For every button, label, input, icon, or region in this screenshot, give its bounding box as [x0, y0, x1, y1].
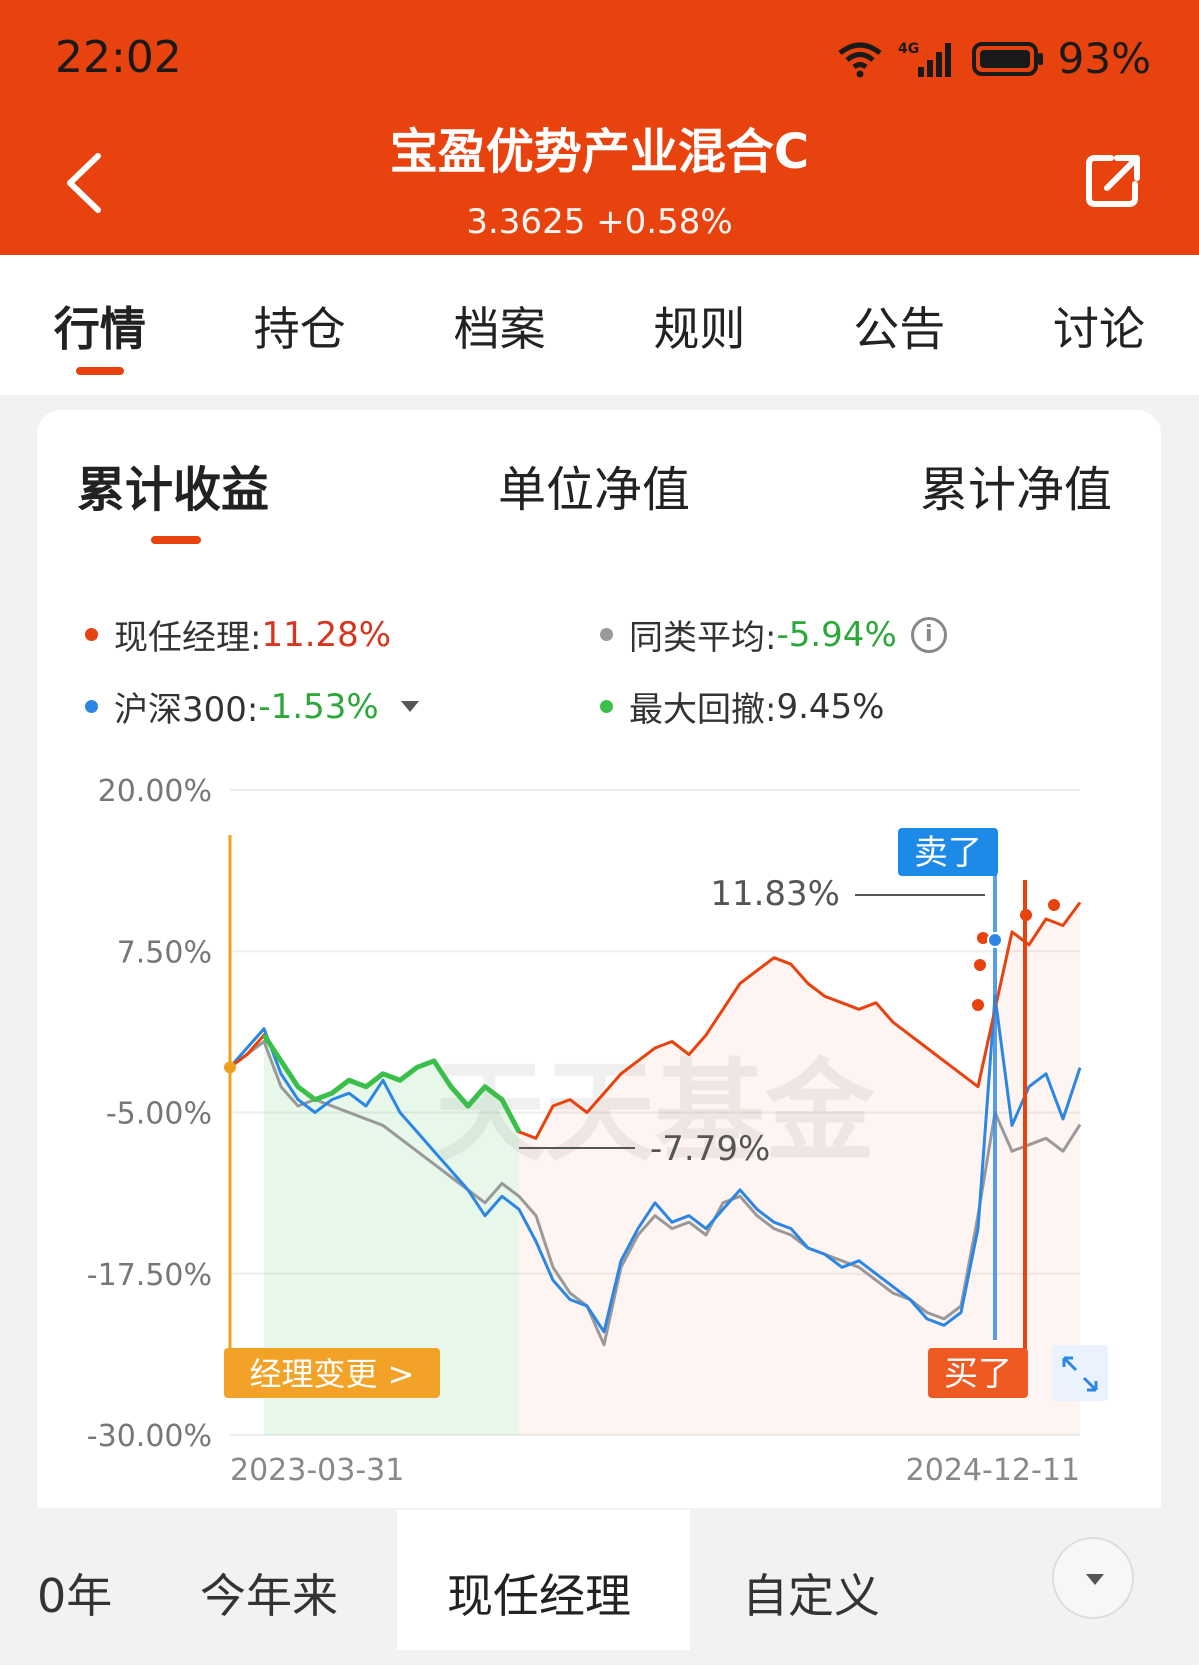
drawdown-line	[261, 1033, 522, 1134]
chart-card: 累计收益 单位净值 累计净值 现任经理: 11.28% 同类平均: -5.94%…	[37, 410, 1161, 1650]
period-years[interactable]: 0年	[37, 1569, 113, 1623]
trade-dot	[974, 959, 986, 971]
series-line-hs300	[228, 994, 1082, 1334]
legend-dot	[85, 628, 98, 641]
period-current-manager[interactable]: 现任经理	[447, 1569, 631, 1623]
legend-dot	[600, 700, 613, 713]
tab-announcements[interactable]: 公告	[853, 302, 946, 356]
app-header: 22:02 4G 93% 宝盈优势产业混合C 3.3625 +0.58%	[0, 0, 1199, 255]
chart-subtabs: 累计收益 单位净值 累计净值	[37, 450, 1161, 560]
y-tick-label: -30.00%	[87, 1419, 212, 1454]
svg-text:4G: 4G	[898, 41, 919, 57]
legend-peer-avg: 同类平均: -5.94% i	[600, 610, 947, 659]
peak-label: 11.83%	[710, 874, 840, 914]
signal-icon: 4G	[898, 41, 951, 77]
battery-percent: 93%	[1057, 34, 1151, 83]
legend-max-drawdown: 最大回撤: 9.45%	[600, 682, 884, 731]
legend-manager: 现任经理: 11.28%	[85, 610, 391, 659]
buy-badge-label: 买了	[944, 1354, 1012, 1394]
legend-maxdd-value: 9.45%	[776, 686, 885, 727]
expand-icon	[1052, 1345, 1108, 1401]
sell-badge-label: 卖了	[914, 833, 982, 873]
buy-badge	[928, 1348, 1028, 1398]
tab-market[interactable]: 行情	[0, 255, 200, 395]
legend-peer-value: -5.94%	[776, 614, 897, 655]
legend-manager-label: 现任经理:	[114, 618, 262, 658]
manager-change-badge	[224, 1348, 440, 1398]
sell-dot	[987, 932, 1003, 948]
legend-dot	[600, 628, 613, 641]
manager-area	[519, 902, 1080, 1435]
legend-dot	[85, 700, 98, 713]
main-tabs: 行情 持仓 档案 规则 公告 讨论	[0, 255, 1199, 395]
tab-holdings[interactable]: 持仓	[253, 302, 346, 356]
start-marker	[224, 1061, 236, 1074]
sell-badge	[898, 828, 998, 876]
battery-icon	[971, 41, 1043, 76]
status-time: 22:02	[55, 32, 182, 83]
benchmark-dropdown-icon[interactable]	[400, 701, 419, 712]
tab-rules[interactable]: 规则	[653, 302, 746, 356]
x-tick-label: 2024-12-11	[906, 1453, 1080, 1488]
trade-dot	[977, 932, 989, 944]
period-active-bg	[397, 1510, 690, 1650]
legend-peer-label: 同类平均:	[629, 618, 777, 658]
drawdown-area	[264, 1035, 519, 1435]
fund-nav-change: 3.3625 +0.58%	[466, 202, 733, 242]
legend-hs300[interactable]: 沪深300: -1.53%	[85, 682, 419, 731]
legend-maxdd-label: 最大回撤:	[629, 690, 777, 730]
legend-hs300-label: 沪深300:	[114, 690, 259, 730]
subtab-cumulative-return[interactable]: 累计收益	[77, 462, 270, 518]
expand-icon-glyph	[1062, 1356, 1098, 1392]
fund-title: 宝盈优势产业混合C	[389, 124, 810, 180]
y-tick-label: -17.50%	[87, 1258, 212, 1293]
trade-dot	[972, 999, 984, 1011]
y-tick-label: 20.00%	[98, 774, 212, 809]
subtab-indicator	[151, 536, 201, 544]
return-chart[interactable]: 20.00% 7.50% -5.00% -17.50% -30.00% 2023-03-3…	[0, 0, 1199, 1500]
legend-hs300-value: -1.53%	[258, 686, 379, 727]
series-line-peer-avg	[229, 1040, 1082, 1347]
period-custom[interactable]: 自定义	[742, 1569, 880, 1623]
subtab-unit-nav[interactable]: 单位净值	[498, 462, 691, 518]
tab-profile[interactable]: 档案	[453, 302, 546, 356]
y-tick-label: 7.50%	[117, 935, 212, 970]
info-icon[interactable]: i	[910, 616, 947, 653]
trough-label: -7.79%	[650, 1129, 770, 1169]
back-icon[interactable]	[60, 150, 110, 216]
period-dropdown-button[interactable]	[1052, 1537, 1134, 1619]
x-tick-label: 2023-03-31	[230, 1453, 404, 1488]
y-tick-label: -5.00%	[106, 1097, 212, 1132]
status-bar-icons: 4G 93%	[836, 34, 1151, 83]
share-icon[interactable]	[1083, 150, 1143, 210]
tab-discussion[interactable]: 讨论	[1053, 302, 1146, 356]
wifi-icon	[838, 42, 882, 77]
period-ytd[interactable]: 今年来	[200, 1569, 338, 1623]
trade-dot	[1020, 909, 1032, 921]
trade-dot	[1048, 899, 1060, 911]
manager-change-label: 经理变更 >	[250, 1355, 415, 1393]
legend-manager-value: 11.28%	[261, 614, 392, 655]
subtab-cumulative-nav[interactable]: 累计净值	[920, 462, 1113, 518]
